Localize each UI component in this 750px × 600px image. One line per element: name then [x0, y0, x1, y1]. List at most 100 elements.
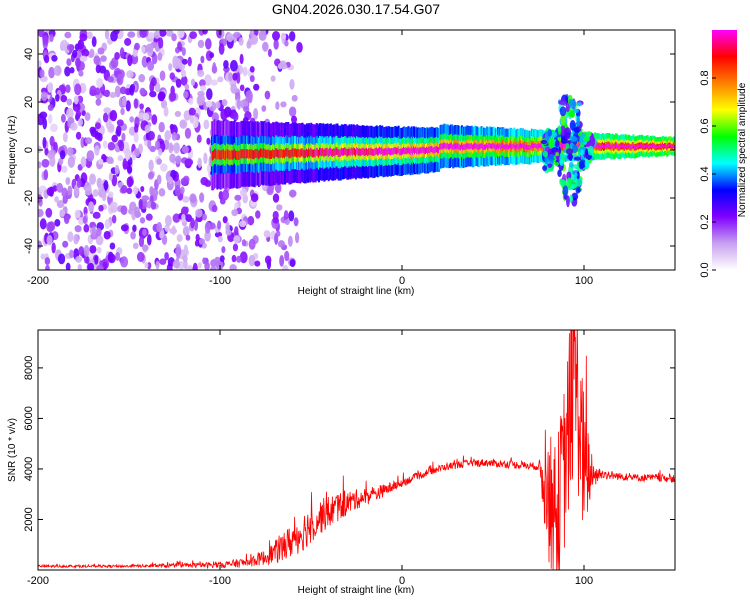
- noise-cell: [58, 157, 64, 166]
- noise-cell: [238, 220, 247, 228]
- noise-cell: [218, 190, 224, 200]
- signal-cell: [264, 149, 267, 159]
- noise-cell: [288, 189, 297, 198]
- signal-cell: [407, 146, 410, 153]
- signal-cell: [282, 149, 285, 158]
- noise-cell: [291, 115, 298, 124]
- noise-cell: [39, 69, 45, 78]
- signal-cell: [531, 143, 534, 149]
- signal-cell: [358, 148, 361, 156]
- signal-cell: [502, 143, 505, 149]
- signal-cell: [326, 147, 329, 156]
- signal-cell: [453, 143, 456, 150]
- spectrogram-x-tick-label: -200: [27, 275, 49, 287]
- signal-cell: [243, 149, 246, 159]
- snr-ticks: -200 -100 0 100 2000 4000 6000 8000: [23, 330, 675, 587]
- noise-cell: [254, 260, 261, 267]
- burst-cell: [542, 165, 548, 171]
- noise-cell: [111, 134, 118, 143]
- noise-cell: [280, 32, 287, 40]
- signal-cell: [327, 149, 330, 158]
- noise-cell: [229, 264, 237, 270]
- burst-cell: [562, 185, 569, 197]
- noise-cell: [91, 36, 97, 48]
- noise-cell: [225, 221, 230, 234]
- burst-cell: [572, 108, 580, 113]
- noise-cell: [56, 182, 64, 193]
- noise-cell: [275, 101, 280, 110]
- signal-cell: [299, 149, 302, 158]
- signal-cell: [426, 146, 429, 153]
- noise-cell: [267, 48, 272, 58]
- signal-cell: [215, 148, 218, 159]
- burst-cell: [542, 151, 549, 158]
- signal-cell: [664, 144, 667, 148]
- noise-cell: [66, 147, 74, 157]
- signal-cell: [616, 144, 619, 148]
- noise-cell: [189, 31, 198, 39]
- noise-cell: [109, 242, 116, 250]
- snr-y-label: SNR (10 * v/v): [7, 418, 18, 482]
- signal-cell: [656, 145, 659, 149]
- signal-cell: [298, 148, 301, 157]
- noise-cell: [202, 257, 207, 265]
- noise-cell: [141, 46, 146, 54]
- noise-cell: [149, 81, 155, 93]
- noise-cell: [145, 43, 154, 53]
- noise-cell: [155, 140, 161, 151]
- noise-cell: [192, 116, 199, 129]
- signal-cell: [394, 146, 397, 154]
- signal-cell: [267, 149, 270, 158]
- signal-cell: [351, 148, 354, 156]
- noise-cell: [247, 215, 255, 226]
- snr-y-tick-label: 6000: [23, 406, 35, 430]
- noise-cell: [70, 122, 78, 131]
- burst-cell: [560, 113, 566, 125]
- noise-cell: [186, 264, 193, 270]
- noise-cell: [184, 127, 192, 139]
- signal-cell: [411, 148, 414, 155]
- signal-cell: [562, 143, 565, 148]
- noise-cell: [75, 58, 81, 68]
- signal-cell: [655, 146, 658, 149]
- signal-cell: [501, 142, 504, 148]
- signal-cell: [636, 144, 639, 148]
- noise-cell: [288, 106, 297, 117]
- noise-cell: [142, 112, 150, 121]
- noise-cell: [52, 185, 58, 192]
- signal-cell: [289, 149, 292, 159]
- noise-cell: [46, 187, 54, 197]
- noise-cell: [111, 174, 118, 187]
- noise-cell: [49, 135, 55, 147]
- noise-cell: [231, 254, 237, 263]
- signal-cell: [484, 144, 487, 150]
- signal-cell: [537, 144, 540, 149]
- noise-cell: [48, 66, 55, 79]
- burst-cell: [580, 149, 584, 157]
- signal-cell: [312, 149, 315, 158]
- signal-cell: [518, 143, 521, 149]
- signal-cell: [306, 149, 309, 158]
- noise-cell: [66, 107, 74, 119]
- signal-cell: [376, 148, 379, 156]
- noise-cell: [122, 158, 128, 170]
- noise-cell: [38, 240, 42, 249]
- snr-series-layer: [38, 330, 675, 570]
- noise-cell: [106, 156, 114, 164]
- signal-cell: [673, 146, 675, 149]
- signal-cell: [228, 150, 231, 160]
- colorbar-ticks: 0.0 0.2 0.4 0.6 0.8: [699, 70, 716, 278]
- noise-cell: [238, 37, 244, 46]
- signal-cell: [624, 144, 627, 148]
- noise-cell: [188, 107, 196, 116]
- noise-cell: [204, 230, 211, 242]
- noise-cell: [39, 111, 48, 119]
- noise-cell: [184, 206, 189, 214]
- signal-cell: [669, 144, 672, 147]
- noise-cell: [206, 88, 213, 100]
- snr-series-line: [38, 330, 675, 570]
- signal-cell: [536, 144, 539, 149]
- signal-cell: [483, 144, 486, 150]
- signal-cell: [665, 144, 668, 148]
- signal-cell: [258, 149, 261, 159]
